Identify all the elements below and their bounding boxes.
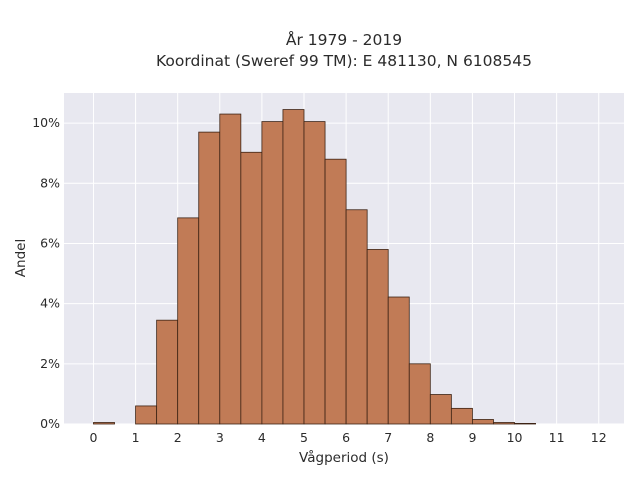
histogram-bar — [408, 363, 431, 425]
x-tick-label: 10 — [507, 430, 523, 445]
y-tick-label: 4% — [40, 296, 60, 311]
histogram-bar — [345, 209, 368, 425]
histogram-bar — [93, 422, 115, 425]
x-tick-label: 12 — [591, 430, 607, 445]
bars — [93, 109, 536, 425]
x-tick-label: 0 — [89, 430, 97, 445]
histogram-bar — [472, 419, 494, 425]
histogram-bar — [493, 422, 515, 425]
x-tick-label: 11 — [549, 430, 565, 445]
chart-title-line-2: Koordinat (Sweref 99 TM): E 481130, N 61… — [156, 52, 532, 70]
y-tick-label: 6% — [40, 235, 60, 250]
histogram-bar — [261, 121, 284, 425]
histogram-bar — [198, 131, 221, 425]
histogram-bar — [177, 217, 200, 425]
y-tick-label: 2% — [40, 356, 60, 371]
histogram-bar — [156, 319, 179, 425]
histogram-bar — [366, 249, 389, 425]
x-tick-label: 6 — [342, 430, 350, 445]
histogram-bar — [240, 151, 263, 425]
histogram-bar — [303, 121, 326, 425]
y-axis-label: Andel — [13, 239, 29, 277]
histogram-bar — [429, 394, 452, 425]
histogram-bar — [282, 109, 305, 425]
y-tick-label: 10% — [32, 115, 60, 130]
y-axis-ticks: 0% 2% 4% 6% 8% 10% — [32, 115, 60, 431]
x-tick-label: 5 — [300, 430, 308, 445]
histogram-bar — [324, 158, 347, 425]
x-tick-label: 7 — [384, 430, 392, 445]
histogram-bar — [450, 407, 473, 425]
x-axis-ticks: 0 1 2 3 4 5 6 7 8 9 10 11 12 — [89, 430, 606, 445]
y-tick-label: 0% — [40, 416, 60, 431]
x-tick-label: 4 — [258, 430, 266, 445]
x-tick-label: 8 — [426, 430, 434, 445]
histogram-bar — [387, 296, 410, 425]
histogram-bar — [219, 113, 242, 425]
histogram-bar — [514, 422, 536, 425]
histogram-bar — [135, 405, 158, 425]
x-tick-label: 2 — [174, 430, 182, 445]
x-axis-label: Vågperiod (s) — [299, 449, 389, 466]
chart-title-line-1: År 1979 - 2019 — [286, 30, 402, 49]
x-tick-label: 9 — [468, 430, 476, 445]
x-tick-label: 1 — [132, 430, 140, 445]
y-tick-label: 8% — [40, 175, 60, 190]
x-tick-label: 3 — [216, 430, 224, 445]
